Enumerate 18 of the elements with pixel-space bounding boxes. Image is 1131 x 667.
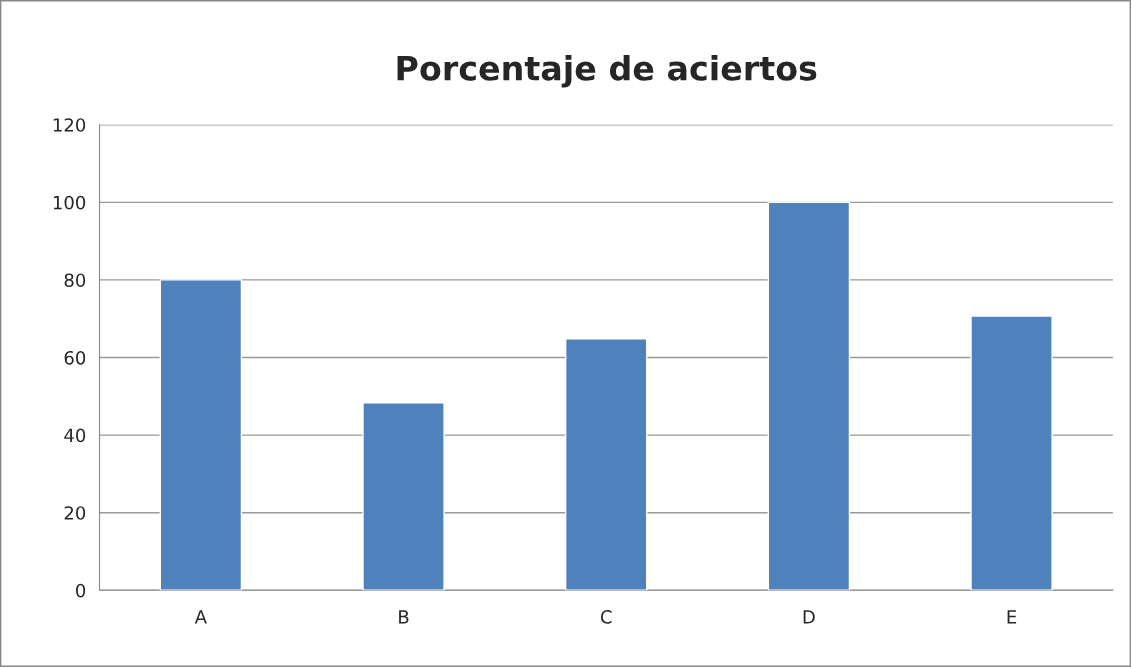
bar: [362, 402, 445, 591]
y-tick-label: 20: [64, 506, 86, 520]
bar: [564, 338, 648, 591]
bar: [767, 201, 851, 591]
x-tick-label: A: [194, 610, 207, 624]
bar: [159, 279, 243, 591]
chart-title: Porcentaje de aciertos: [397, 54, 817, 88]
y-tick-label: 40: [64, 428, 86, 443]
x-tick-label: B: [399, 610, 409, 624]
y-tick-label: 0: [76, 583, 86, 598]
bar: [970, 315, 1053, 591]
x-tick-label: D: [803, 610, 815, 624]
x-tick-label: E: [1007, 610, 1017, 624]
y-tick-label: 100: [53, 195, 86, 210]
y-tick-label: 80: [64, 273, 86, 288]
y-tick-label: 60: [64, 350, 86, 365]
x-tick-label: C: [600, 610, 612, 624]
y-tick-label: 120: [53, 118, 86, 132]
